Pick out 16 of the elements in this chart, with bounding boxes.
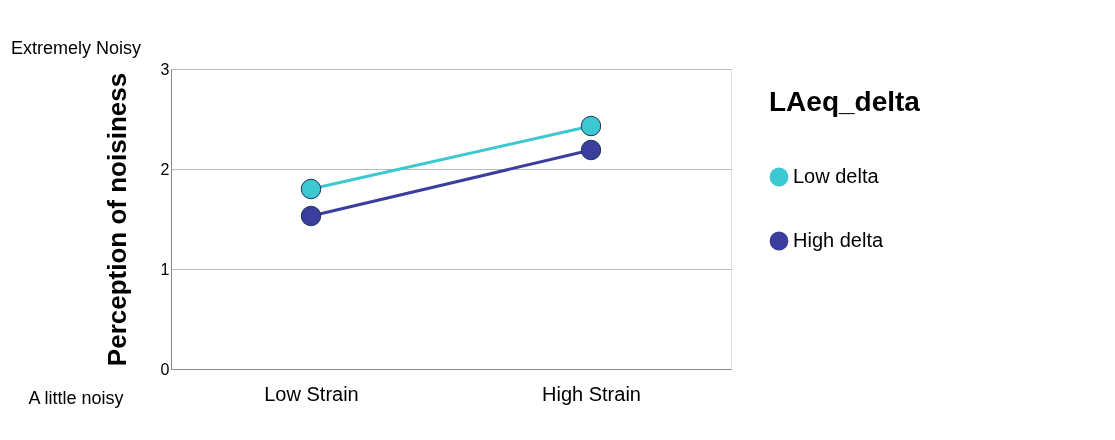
- text: Extremely Noisy: [10, 38, 142, 58]
- x-tick-label: High Strain: [542, 382, 641, 405]
- point: [300, 178, 322, 200]
- y-axis-title: Perception of noisiness: [101, 72, 132, 367]
- point: [580, 139, 602, 161]
- point: [300, 205, 322, 227]
- text: A little noisy: [28, 388, 124, 408]
- y-tick-label: 0: [160, 360, 170, 378]
- legend-label: High delta: [793, 229, 884, 251]
- y-tick-label: 2: [160, 160, 170, 178]
- y-tick-label: 1: [160, 260, 170, 278]
- legend-title: LAeq_delta: [769, 86, 921, 117]
- y-tick-label: 3: [160, 60, 170, 78]
- point: [580, 115, 602, 137]
- legend-label: Low delta: [793, 165, 880, 187]
- x-tick-label: Low Strain: [264, 382, 359, 405]
